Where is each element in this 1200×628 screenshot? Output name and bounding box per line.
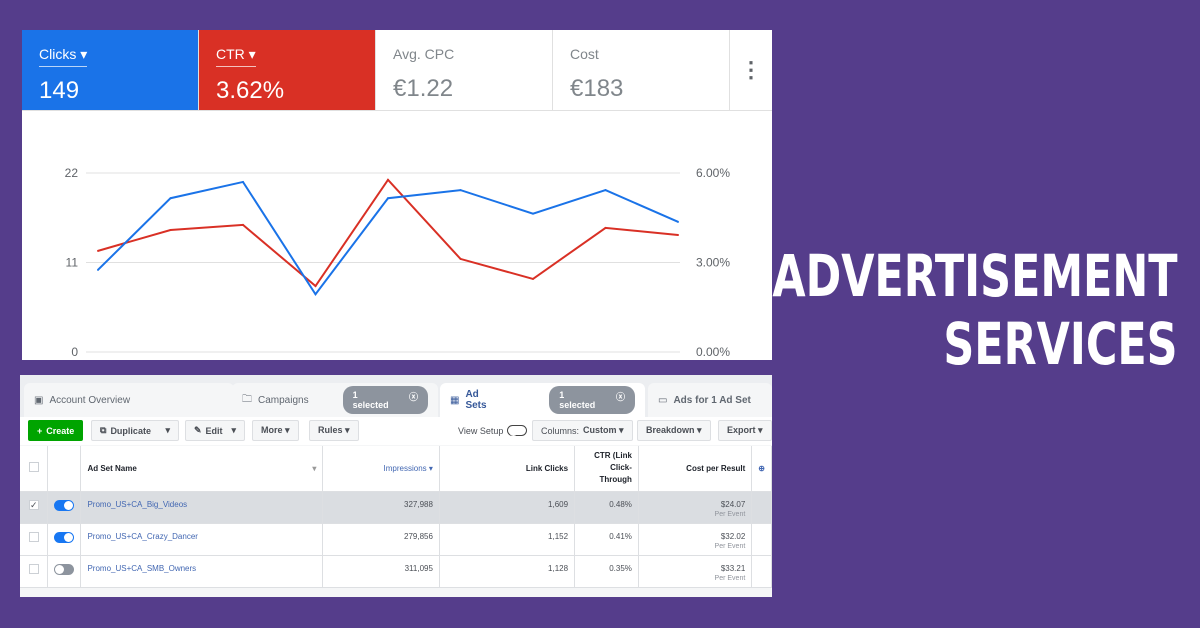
y-left-tick-label: 22	[65, 166, 79, 180]
grid-icon: ▦	[450, 394, 460, 406]
col-impressions[interactable]: Impressions ▾	[322, 446, 440, 492]
y-right-tick-label: 0.00%	[696, 345, 730, 359]
more-button[interactable]: More ▾	[252, 420, 299, 441]
data-point-ctr	[459, 257, 462, 260]
impressions-cell: 327,988	[322, 491, 440, 524]
tab-ad-sets[interactable]: ▦ Ad Sets 1 selected ⓧ	[440, 383, 645, 417]
data-point-clicks	[169, 197, 172, 200]
data-point-clicks	[387, 197, 389, 200]
pencil-icon: ✎	[194, 425, 202, 435]
data-point-clicks	[242, 180, 244, 183]
col-link-clicks[interactable]: Link Clicks	[439, 446, 576, 492]
line-chart: 00.00%113.00%226.00%Jan 1, 2020Jan 9, 20…	[65, 166, 731, 359]
y-left-tick-label: 11	[66, 256, 79, 270]
rules-button[interactable]: Rules ▾	[309, 420, 359, 441]
tab-ads[interactable]: ▭ Ads for 1 Ad Set	[648, 383, 772, 417]
select-all-checkbox[interactable]	[28, 462, 39, 473]
account-icon: ▣	[34, 394, 44, 406]
data-point-ctr	[532, 277, 534, 280]
ad-sets-table: Ad Set Name ▾ Impressions ▾ Link Clicks C…	[20, 446, 772, 588]
tab-campaigns[interactable]: 🗀 Campaigns 1 selected ⓧ	[232, 383, 438, 417]
clear-icon: ⓧ	[615, 392, 625, 402]
ctr-cell: 0.48%	[574, 491, 639, 524]
tab-account-overview[interactable]: ▣ Account Overview	[24, 383, 234, 417]
cost-cell: $24.07 Per Event	[638, 491, 753, 524]
duplicate-icon: ⧉	[100, 425, 107, 435]
metric-cost[interactable]: Cost €183	[553, 30, 730, 111]
cost-cell: $33.21 Per Event	[638, 555, 753, 588]
y-right-tick-label: 3.00%	[696, 256, 730, 270]
row-checkbox[interactable]	[28, 563, 39, 574]
metric-avg-cpc[interactable]: Avg. CPC €1.22	[376, 30, 553, 111]
data-point-ctr	[242, 223, 244, 226]
y-left-tick-label: 0	[71, 345, 78, 359]
col-cost-per-result[interactable]: Cost per Result	[638, 446, 753, 492]
columns-dropdown[interactable]: Columns: Custom ▾	[532, 420, 633, 441]
y-right-tick-label: 6.00%	[696, 166, 730, 180]
ctr-cell: 0.41%	[574, 523, 639, 556]
status-toggle[interactable]	[54, 563, 75, 575]
col-ad-set-name[interactable]: Ad Set Name ▾	[80, 446, 324, 492]
add-column-icon[interactable]: ⊕	[751, 446, 772, 492]
create-button[interactable]: + Create	[28, 420, 84, 441]
more-options-icon[interactable]: ⋮	[730, 30, 772, 111]
row-checkbox[interactable]	[28, 531, 39, 542]
view-setup-toggle[interactable]: View Setup	[458, 425, 528, 436]
ad-set-name-link[interactable]: Promo_US+CA_Crazy_Dancer	[80, 523, 324, 556]
data-point-clicks	[677, 220, 679, 223]
data-point-ctr	[314, 285, 317, 288]
data-point-clicks	[604, 189, 607, 192]
adsets-selected-pill[interactable]: 1 selected ⓧ	[549, 386, 635, 414]
data-point-clicks	[314, 293, 317, 296]
table-row[interactable]: Promo_US+CA_SMB_Owners 311,095 1,128 0.3…	[20, 555, 772, 588]
metric-ctr[interactable]: CTR ▾ 3.62%	[199, 30, 376, 111]
campaigns-selected-pill[interactable]: 1 selected ⓧ	[342, 386, 428, 414]
ad-icon: ▭	[658, 394, 668, 406]
ctr-cell: 0.35%	[574, 555, 639, 588]
link-clicks-cell: 1,152	[439, 523, 576, 556]
data-point-clicks	[532, 212, 534, 215]
data-point-ctr	[97, 249, 99, 252]
row-checkbox[interactable]: ✓	[28, 499, 39, 510]
edit-button[interactable]: ✎ Edit ▾	[185, 420, 245, 441]
breakdown-dropdown[interactable]: Breakdown ▾	[637, 420, 711, 441]
export-dropdown[interactable]: Export ▾	[718, 420, 772, 441]
data-point-clicks	[97, 268, 99, 271]
impressions-cell: 279,856	[322, 523, 440, 556]
folder-icon: 🗀	[242, 393, 252, 405]
table-row[interactable]: Promo_US+CA_Crazy_Dancer 279,856 1,152 0…	[20, 523, 772, 556]
data-point-ctr	[677, 234, 679, 237]
status-toggle[interactable]	[54, 531, 75, 543]
link-clicks-cell: 1,609	[439, 491, 576, 524]
status-toggle[interactable]	[54, 499, 75, 511]
clear-icon: ⓧ	[408, 392, 418, 402]
headline: ADVERTISEMENT SERVICES	[772, 242, 1178, 378]
metric-clicks[interactable]: Clicks ▾ 149	[22, 30, 199, 111]
ad-set-name-link[interactable]: Promo_US+CA_Big_Videos	[80, 491, 324, 524]
data-point-ctr	[169, 228, 172, 231]
data-point-ctr	[387, 178, 389, 181]
table-row[interactable]: ✓ Promo_US+CA_Big_Videos 327,988 1,609 0…	[20, 491, 772, 524]
duplicate-button[interactable]: ⧉ Duplicate ▾	[91, 420, 179, 441]
col-ctr[interactable]: CTR (Link Click-Through	[574, 446, 639, 492]
link-clicks-cell: 1,128	[439, 555, 576, 588]
impressions-cell: 311,095	[322, 555, 440, 588]
data-point-clicks	[459, 189, 462, 192]
data-point-ctr	[604, 226, 607, 229]
ads-manager-panel: ▣ Account Overview 🗀 Campaigns 1 selected ⓧ …	[20, 375, 772, 597]
cost-cell: $32.02 Per Event	[638, 523, 753, 556]
ad-set-name-link[interactable]: Promo_US+CA_SMB_Owners	[80, 555, 324, 588]
google-ads-card: Clicks ▾ 149 CTR ▾ 3.62% Avg. CPC €1.22 Cos…	[22, 30, 772, 360]
